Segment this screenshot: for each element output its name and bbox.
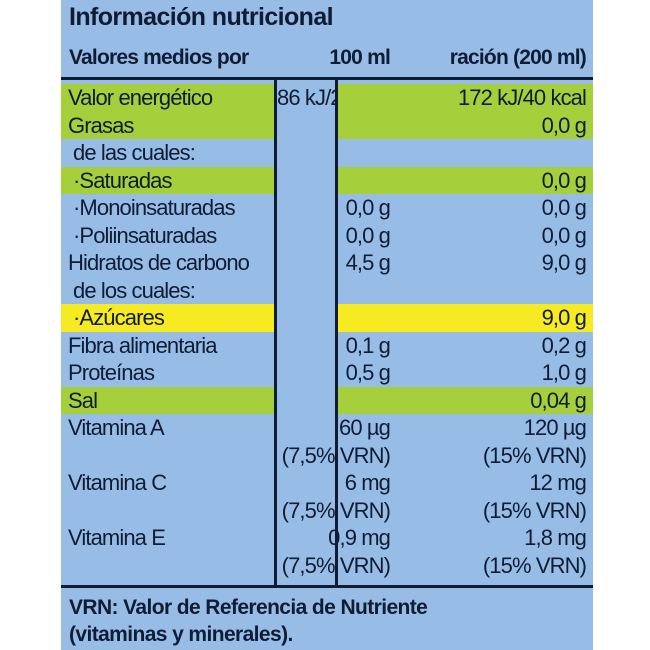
header-per-100: 100 ml (329, 46, 390, 69)
nutrient-table: Valor energético 86 kJ/20 kcal 172 kJ/40 k… (61, 84, 593, 579)
nutrient-name: ·Monoinsaturadas (73, 195, 236, 220)
value-per-serving: (15% VRN) (482, 442, 587, 468)
label-title: Información nutricional (69, 3, 334, 31)
nutrient-name: Valor energético (61, 84, 274, 112)
table-row: ·Poliinsaturadas 0,0 g 0,0 g (61, 222, 593, 250)
table-row: (7,5% VRN) (15% VRN) (61, 442, 593, 470)
table-row: ·Azúcares4,5 g9,0 g (61, 304, 593, 332)
nutrient-name: Fibra alimentaria (68, 332, 217, 358)
nutrient-name: Vitamina C (68, 470, 167, 495)
value-per-serving: 0,0 g (541, 195, 587, 220)
value-per-serving: 0,0 g (338, 111, 593, 139)
value-per-serving: 0,0 g (541, 222, 587, 248)
table-row: de las cuales: (61, 139, 593, 167)
nutrient-name (61, 497, 274, 525)
nutrient-name: Vitamina E (68, 525, 166, 550)
footnote-line-2: (vitaminas y minerales). (69, 623, 293, 646)
footnote: VRN: Valor de Referencia de Nutriente (v… (69, 594, 428, 648)
nutrient-name: Grasas (61, 111, 274, 139)
table-row: Vitamina A 60 µg 120 µg (61, 414, 593, 442)
value-per-100: 0,0 g (345, 222, 391, 248)
value-per-100: 6 mg (344, 470, 391, 495)
value-per-100: 4,5 g (345, 250, 391, 275)
table-row: (7,5% VRN) (15% VRN) (61, 497, 593, 525)
value-per-serving: 172 kJ/40 kcal (338, 84, 593, 112)
nutrient-name: ·Poliinsaturadas (73, 222, 217, 248)
header-label: Valores medios por (69, 46, 249, 69)
bottom-rule (61, 585, 593, 588)
value-per-100: 0,9 mg (328, 525, 391, 550)
value-per-100: (7,5% VRN) (281, 497, 391, 523)
footnote-line-1: VRN: Valor de Referencia de Nutriente (69, 596, 428, 619)
header-per-serving: ración (200 ml) (449, 46, 587, 69)
table-row: ·Monoinsaturadas 0,0 g 0,0 g (61, 194, 593, 222)
value-per-serving (338, 277, 593, 305)
value-per-100: 0,1 g (345, 332, 391, 358)
value-per-serving: 1,0 g (541, 360, 587, 385)
table-row: Valor energético 86 kJ/20 kcal 172 kJ/40 k… (61, 84, 593, 112)
value-per-serving: 1,8 mg (524, 525, 587, 550)
value-per-100: 0,5 g (345, 360, 391, 385)
nutrient-name: Proteínas (68, 360, 155, 385)
table-row: Fibra alimentaria 0,1 g 0,2 g (61, 332, 593, 360)
top-rule (61, 77, 593, 80)
column-divider (335, 78, 338, 587)
value-per-serving: 9,0 g (338, 304, 593, 332)
value-per-serving: 0,2 g (541, 332, 587, 358)
nutrient-name: ·Azúcares (61, 304, 274, 332)
value-per-serving: 12 mg (529, 470, 587, 495)
table-row: Hidratos de carbono 4,5 g 9,0 g (61, 249, 593, 277)
table-row: (7,5% VRN) (15% VRN) (61, 552, 593, 580)
column-divider (274, 78, 277, 587)
table-row: Vitamina C 6 mg 12 mg (61, 469, 593, 497)
nutrient-name: Vitamina A (68, 415, 165, 440)
value-per-serving: 0,04 g (338, 386, 593, 414)
value-per-serving: (15% VRN) (482, 497, 587, 523)
nutrient-name (61, 552, 274, 580)
nutrition-label: Información nutricional Valores medios p… (61, 0, 593, 650)
nutrient-name: Hidratos de carbono (68, 250, 250, 275)
value-per-100: 60 µg (339, 415, 391, 440)
value-per-serving: 0,0 g (338, 166, 593, 194)
value-per-serving (338, 139, 593, 167)
table-row: Vitamina E 0,9 mg 1,8 mg (61, 524, 593, 552)
value-per-serving: 9,0 g (541, 250, 587, 275)
value-per-100: 0,0 g (345, 195, 391, 220)
value-per-serving: 120 µg (523, 415, 587, 440)
table-row: de los cuales: (61, 277, 593, 305)
nutrient-name (61, 442, 274, 470)
nutrient-name: ·Saturadas (61, 166, 274, 194)
nutrient-name: Sal (61, 386, 274, 414)
nutrient-name: de los cuales: (73, 277, 196, 303)
table-row: Proteínas 0,5 g 1,0 g (61, 359, 593, 387)
nutrient-name: de las cuales: (73, 140, 196, 165)
value-per-100: (7,5% VRN) (281, 552, 391, 578)
value-per-serving: (15% VRN) (482, 552, 587, 578)
value-per-100: (7,5% VRN) (281, 442, 391, 468)
